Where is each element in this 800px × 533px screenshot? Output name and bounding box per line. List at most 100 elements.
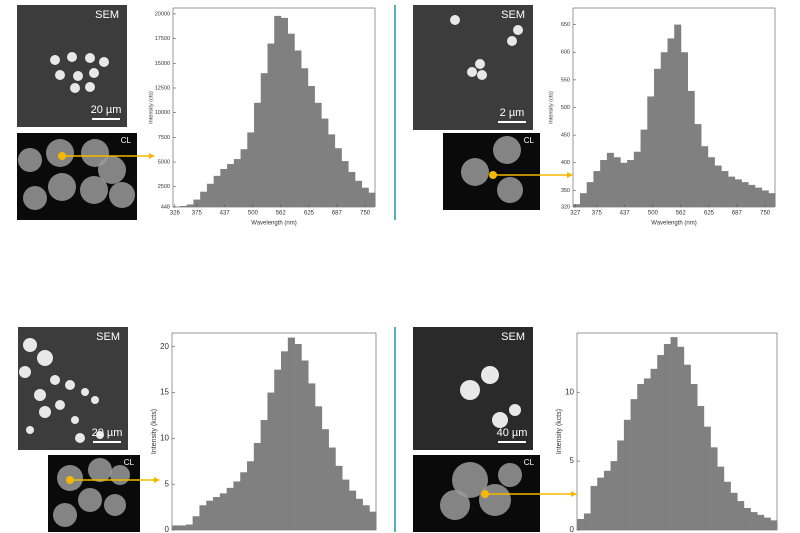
bar [654, 68, 662, 207]
y-tick-label: 17500 [155, 36, 170, 42]
y-tick-label: 350 [561, 188, 570, 194]
bar [755, 187, 763, 207]
scale-label: 40 µm [497, 427, 528, 439]
bar [287, 33, 295, 208]
bar [757, 514, 765, 530]
bar [321, 118, 329, 207]
particle [85, 82, 95, 92]
bar [301, 360, 309, 530]
bar [763, 517, 771, 530]
particle [467, 67, 477, 77]
arrow-dot [58, 152, 66, 160]
bar [341, 161, 349, 207]
y-axis-label: Intensity (kcts) [151, 409, 158, 454]
sem-image [17, 5, 127, 127]
bar [294, 50, 302, 208]
bar [657, 355, 665, 530]
particle [70, 83, 80, 93]
y-tick-label: 0 [570, 525, 575, 533]
bar [697, 406, 705, 530]
bar [328, 134, 336, 207]
bar [663, 344, 671, 530]
bar [583, 513, 591, 530]
y-axis-label: Intensity (cts) [148, 91, 154, 124]
particle [81, 388, 89, 396]
particle [477, 70, 487, 80]
y-tick-label: 5 [570, 456, 575, 465]
particle [91, 396, 99, 404]
cl-spot [498, 463, 522, 487]
y-tick-label: 400 [561, 160, 570, 166]
bar [633, 151, 641, 207]
cl-spot [78, 488, 102, 512]
bar [307, 86, 315, 207]
bar [301, 68, 309, 207]
bar [361, 187, 369, 207]
bar [728, 176, 736, 207]
bar [328, 447, 336, 530]
bar [721, 171, 729, 207]
bar [172, 525, 180, 530]
bar [348, 171, 356, 207]
bar [577, 518, 585, 530]
particle [75, 433, 85, 443]
bar [192, 516, 200, 530]
y-tick-label: 5 [165, 479, 170, 488]
cl-label: CL [121, 136, 132, 145]
bar [199, 505, 207, 530]
bar [610, 461, 618, 530]
bar [586, 182, 594, 207]
bar [748, 184, 756, 207]
bar [660, 52, 668, 207]
bar [335, 465, 343, 530]
bar [761, 190, 769, 207]
x-tick-label: 625 [304, 211, 315, 217]
y-tick-label: 0 [165, 525, 170, 533]
bar [770, 520, 778, 530]
bar [315, 406, 323, 530]
bar [703, 426, 711, 530]
bar [617, 440, 625, 530]
particle [507, 36, 517, 46]
cl-spot [98, 156, 126, 184]
scale-label: 20 µm [91, 104, 122, 116]
bar [743, 507, 751, 530]
particle [67, 52, 77, 62]
particle [85, 53, 95, 63]
bar [593, 171, 601, 207]
bar [314, 102, 322, 207]
particle [89, 68, 99, 78]
arrow-head [571, 491, 577, 497]
bar [714, 165, 722, 207]
bar [334, 148, 342, 207]
bar [650, 368, 658, 530]
bar [573, 204, 581, 207]
sem-label: SEM [96, 331, 120, 343]
bar [240, 472, 248, 530]
bar [606, 152, 614, 207]
cl-label: CL [524, 458, 535, 467]
cl-spot [88, 458, 112, 482]
x-tick-label: 327 [570, 211, 581, 217]
x-tick-label: 326 [170, 211, 181, 217]
bar [355, 498, 363, 530]
bar [342, 479, 350, 530]
bar [670, 337, 678, 530]
particle [37, 350, 53, 366]
x-tick-label: 437 [620, 211, 631, 217]
bar [213, 497, 221, 530]
cl-label: CL [124, 458, 135, 467]
particle [481, 366, 499, 384]
particle [99, 57, 109, 67]
bar [254, 102, 262, 207]
bar [627, 160, 635, 207]
bar [687, 90, 695, 207]
x-tick-label: 375 [592, 211, 603, 217]
bar [247, 132, 255, 207]
cl-spot [452, 462, 488, 498]
bar [267, 392, 275, 530]
cl-spot [23, 186, 47, 210]
y-tick-label: 450 [561, 133, 570, 139]
y-tick-label: 10 [160, 433, 169, 442]
